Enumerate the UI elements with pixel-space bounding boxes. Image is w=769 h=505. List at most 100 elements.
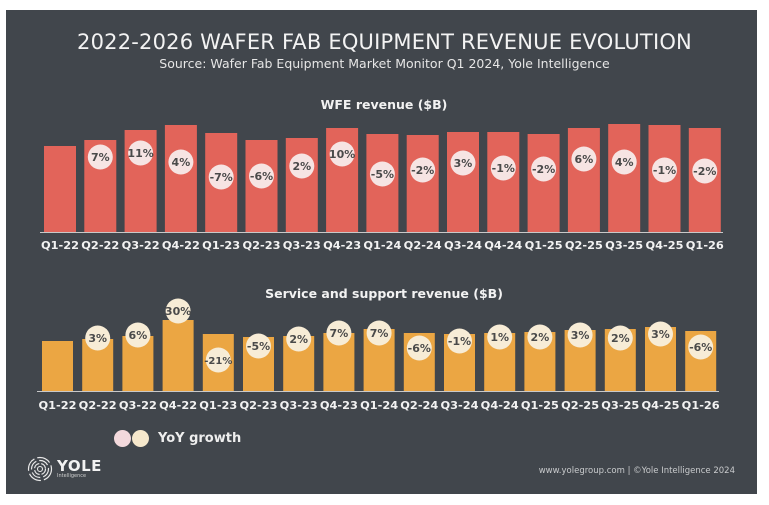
yoy-bubble-wfe-q1-26 <box>692 158 718 184</box>
footer-credit: www.yolegroup.com | ©Yole Intelligence 2… <box>538 466 735 476</box>
chart-service-title: Service and support revenue ($B) <box>265 286 503 301</box>
tick-label-service-q3-22: Q3-22 <box>119 399 157 412</box>
tick-label-service-q3-25: Q3-25 <box>601 399 639 412</box>
yoy-label-service-q2-23: -5% <box>247 340 270 353</box>
tick-label-wfe-q4-23: Q4-23 <box>323 239 361 252</box>
tick-label-service-q1-26: Q1-26 <box>682 399 720 412</box>
bar-wfe-q1-22 <box>44 146 76 232</box>
yoy-bubble-wfe-q3-22 <box>128 140 154 166</box>
yoy-bubble-wfe-q3-23 <box>289 153 315 179</box>
yoy-bubble-service-q1-24 <box>366 320 392 346</box>
yoy-bubble-service-q1-25 <box>527 324 553 350</box>
yoy-bubble-wfe-q2-25 <box>571 146 597 172</box>
yoy-bubble-wfe-q4-24 <box>490 155 516 181</box>
yoy-label-service-q2-25: 3% <box>571 329 590 342</box>
yoy-label-service-q3-23: 2% <box>289 333 308 346</box>
yoy-bubble-service-q4-22 <box>165 298 191 324</box>
yoy-bubble-service-q1-26 <box>688 334 714 360</box>
tick-label-service-q4-23: Q4-23 <box>320 399 358 412</box>
yole-logo: YOLE Intelligence <box>27 456 102 482</box>
tick-label-service-q1-25: Q1-25 <box>521 399 559 412</box>
yoy-bubble-service-q2-23 <box>246 333 271 359</box>
yoy-bubble-wfe-q3-24 <box>450 150 476 176</box>
yoy-label-service-q3-22: 6% <box>129 329 148 342</box>
yoy-bubble-service-q4-23 <box>326 320 352 346</box>
yoy-bubble-wfe-q3-25 <box>611 149 637 175</box>
legend: YoY growth <box>114 430 241 447</box>
yoy-bubble-wfe-q4-25 <box>652 157 677 183</box>
bar-wfe-q3-23 <box>285 138 318 232</box>
chart-title: 2022-2026 WAFER FAB EQUIPMENT REVENUE EV… <box>77 30 692 54</box>
yoy-bubble-wfe-q2-24 <box>410 157 436 183</box>
yoy-bubble-wfe-q4-23 <box>329 141 355 167</box>
yoy-label-service-q4-25: 3% <box>651 328 670 341</box>
legend-dot-wfe <box>114 430 131 447</box>
yoy-bubble-service-q2-25 <box>567 322 593 348</box>
tick-label-wfe-q2-24: Q2-24 <box>404 239 442 252</box>
tick-label-wfe-q3-22: Q3-22 <box>122 239 160 252</box>
tick-label-wfe-q3-24: Q3-24 <box>444 239 482 252</box>
yoy-label-service-q1-24: 7% <box>370 327 389 340</box>
tick-label-wfe-q1-24: Q1-24 <box>363 239 401 252</box>
tick-label-wfe-q1-23: Q1-23 <box>202 239 240 252</box>
yoy-bubble-wfe-q2-22 <box>87 144 113 170</box>
logo-name: YOLE <box>57 456 102 475</box>
tick-label-wfe-q4-22: Q4-22 <box>162 239 200 252</box>
yoy-label-service-q2-22: 3% <box>88 332 107 345</box>
yoy-label-wfe-q4-22: 4% <box>172 156 191 169</box>
yoy-bubble-wfe-q1-24 <box>369 161 395 187</box>
yoy-label-wfe-q2-24: -2% <box>411 164 434 177</box>
chart-subtitle: Source: Wafer Fab Equipment Market Monit… <box>159 56 610 71</box>
yoy-label-wfe-q2-23: -6% <box>250 170 273 183</box>
yoy-bubble-service-q4-24 <box>487 324 513 350</box>
yoy-label-wfe-q4-25: -1% <box>653 164 676 177</box>
chart-wfe-title: WFE revenue ($B) <box>321 97 448 112</box>
yoy-label-wfe-q3-23: 2% <box>292 160 311 173</box>
tick-label-service-q4-25: Q4-25 <box>642 399 680 412</box>
yoy-bubble-service-q2-24 <box>406 335 432 361</box>
yoy-label-wfe-q1-23: -7% <box>210 171 233 184</box>
legend-label: YoY growth <box>158 431 242 446</box>
yoy-label-wfe-q3-25: 4% <box>615 156 634 169</box>
tick-label-service-q1-22: Q1-22 <box>39 399 77 412</box>
yoy-bubble-service-q3-25 <box>607 325 633 351</box>
yoy-label-wfe-q4-23: 10% <box>329 148 355 161</box>
yoy-bubble-wfe-q1-23 <box>208 164 234 190</box>
yoy-bubble-wfe-q1-25 <box>531 156 557 182</box>
bar-service-q1-22 <box>42 341 73 391</box>
yoy-bubble-service-q3-23 <box>286 326 312 352</box>
tick-label-service-q3-23: Q3-23 <box>280 399 318 412</box>
yole-logo-icon <box>27 456 53 482</box>
legend-dot-service <box>132 430 149 447</box>
yoy-label-wfe-q4-24: -1% <box>492 162 515 175</box>
tick-label-service-q4-24: Q4-24 <box>481 399 519 412</box>
yoy-label-wfe-q3-24: 3% <box>454 157 473 170</box>
yoy-label-wfe-q1-25: -2% <box>532 163 555 176</box>
yoy-bubble-service-q1-23 <box>205 347 231 373</box>
tick-label-service-q2-22: Q2-22 <box>79 399 117 412</box>
bar-wfe-q1-25 <box>527 134 560 232</box>
tick-label-wfe-q2-22: Q2-22 <box>81 239 119 252</box>
yoy-label-wfe-q2-25: 6% <box>575 153 594 166</box>
tick-label-service-q2-24: Q2-24 <box>400 399 438 412</box>
tick-label-wfe-q2-25: Q2-25 <box>565 239 603 252</box>
yoy-bubble-wfe-q4-22 <box>168 149 194 175</box>
bar-wfe-q4-24 <box>487 132 520 232</box>
yoy-label-service-q1-25: 2% <box>531 331 550 344</box>
yoy-bubble-service-q4-25 <box>648 321 673 347</box>
yoy-label-service-q3-24: -1% <box>448 335 471 348</box>
bar-wfe-q4-22 <box>164 125 197 232</box>
bar-wfe-q3-24 <box>447 132 479 232</box>
tick-label-service-q2-25: Q2-25 <box>561 399 599 412</box>
tick-label-wfe-q4-24: Q4-24 <box>484 239 522 252</box>
tick-label-service-q1-23: Q1-23 <box>199 399 237 412</box>
yoy-label-wfe-q3-22: 11% <box>127 147 153 160</box>
yoy-label-service-q1-26: -6% <box>689 341 712 354</box>
yoy-label-service-q4-24: 1% <box>490 331 509 344</box>
tick-label-wfe-q2-23: Q2-23 <box>243 239 281 252</box>
tick-label-service-q2-23: Q2-23 <box>240 399 278 412</box>
yoy-label-service-q4-23: 7% <box>330 327 349 340</box>
bar-service-q4-22 <box>162 320 194 391</box>
yoy-bubble-service-q2-22 <box>85 325 111 351</box>
